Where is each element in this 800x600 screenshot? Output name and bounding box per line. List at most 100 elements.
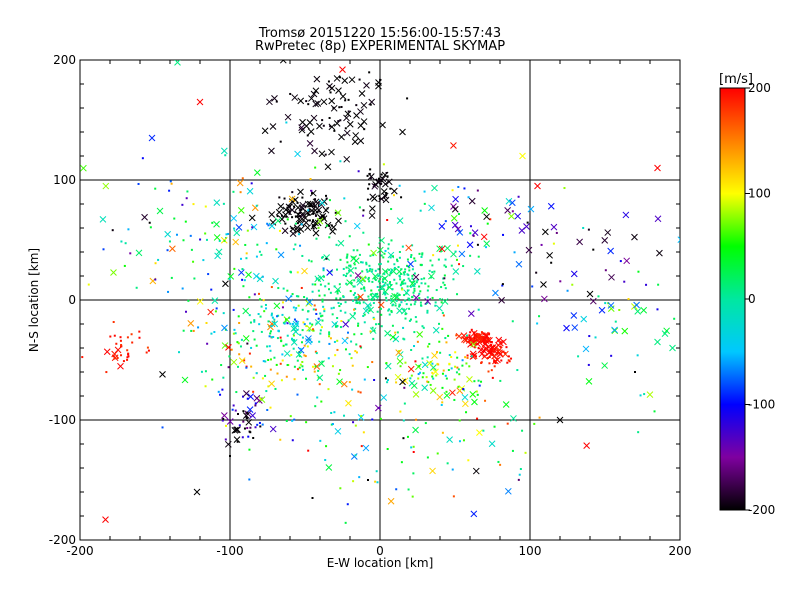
data-cross <box>504 207 511 214</box>
data-dot <box>324 209 327 212</box>
data-dot <box>404 313 407 316</box>
data-dot <box>357 324 360 327</box>
data-dot <box>314 365 317 368</box>
data-dot <box>246 427 249 430</box>
data-dot <box>301 365 304 368</box>
x-tick-label: 0 <box>376 544 384 558</box>
data-dot <box>235 391 238 394</box>
data-dot <box>222 376 225 379</box>
data-dot <box>324 153 327 156</box>
data-cross <box>371 292 379 300</box>
data-dot <box>66 203 68 205</box>
data-dot <box>313 370 316 373</box>
data-cross <box>318 360 325 367</box>
data-cross <box>360 101 368 109</box>
data-cross <box>661 330 669 337</box>
data-dot <box>355 296 358 299</box>
data-cross <box>326 269 334 276</box>
data-cross <box>243 390 250 397</box>
data-dot <box>317 289 320 292</box>
data-dot <box>346 503 349 506</box>
data-dot <box>443 274 446 277</box>
data-cross <box>272 277 279 285</box>
data-dot <box>170 182 173 185</box>
data-dot <box>418 297 421 300</box>
data-dot <box>340 105 343 108</box>
data-dot <box>377 274 380 277</box>
data-cross <box>314 319 322 326</box>
data-cross <box>469 391 477 398</box>
data-dot <box>398 293 401 296</box>
data-cross <box>310 222 318 230</box>
data-dot <box>347 98 350 101</box>
data-cross <box>274 217 282 225</box>
data-dot <box>476 189 479 192</box>
data-dot <box>252 376 255 379</box>
data-dot <box>281 301 284 304</box>
data-cross <box>389 297 397 305</box>
data-dot <box>348 264 351 267</box>
data-dot <box>308 205 311 208</box>
data-cross <box>281 227 289 235</box>
data-cross <box>102 182 110 190</box>
data-cross <box>384 362 392 370</box>
y-tick-label: 0 <box>68 293 76 307</box>
data-dot <box>442 314 445 317</box>
data-dot <box>316 396 319 399</box>
data-dot <box>360 261 363 264</box>
data-dot <box>119 339 122 342</box>
data-dot <box>352 421 355 424</box>
data-cross <box>677 236 680 244</box>
data-dot <box>610 354 613 357</box>
data-cross <box>343 114 350 122</box>
data-dot <box>319 312 322 315</box>
data-dot <box>513 251 516 254</box>
data-dot <box>387 309 390 312</box>
data-dot <box>407 274 410 277</box>
data-dot <box>440 246 443 249</box>
data-dot <box>436 452 439 455</box>
data-dot <box>252 436 255 439</box>
data-dot <box>323 308 326 311</box>
data-dot <box>451 189 454 192</box>
data-dot <box>422 372 425 375</box>
data-dot <box>368 183 371 186</box>
data-dot <box>368 172 371 175</box>
data-dot <box>367 278 370 281</box>
data-dot <box>582 226 585 229</box>
data-dot <box>299 363 302 366</box>
data-dot <box>393 263 396 266</box>
data-dot <box>399 365 402 368</box>
data-cross <box>508 212 515 220</box>
data-dot <box>296 271 299 274</box>
y-tick-label: 100 <box>53 173 76 187</box>
data-dot <box>410 303 413 306</box>
data-dot <box>291 216 294 219</box>
data-dot <box>147 349 150 352</box>
data-dot <box>353 292 356 295</box>
colorbar-tick-label: 200 <box>748 81 771 95</box>
data-dot <box>331 423 334 426</box>
data-dot <box>411 495 414 498</box>
data-dot <box>373 329 376 332</box>
data-dot <box>412 291 415 294</box>
data-cross <box>631 233 638 241</box>
data-dot <box>413 303 416 306</box>
data-cross <box>585 378 593 385</box>
data-dot <box>643 393 646 396</box>
data-dot <box>312 227 315 230</box>
data-dot <box>254 404 257 407</box>
data-dot <box>363 289 366 292</box>
data-dot <box>592 248 595 251</box>
data-dot <box>122 360 125 363</box>
data-dot <box>372 302 375 305</box>
data-cross <box>306 140 314 147</box>
data-dot <box>192 203 195 206</box>
data-dot <box>214 310 217 313</box>
data-dot <box>336 292 339 295</box>
data-dot <box>375 323 378 326</box>
data-dot <box>382 281 385 284</box>
data-dot <box>637 431 640 434</box>
data-dot <box>382 284 385 287</box>
data-dot <box>248 352 251 355</box>
